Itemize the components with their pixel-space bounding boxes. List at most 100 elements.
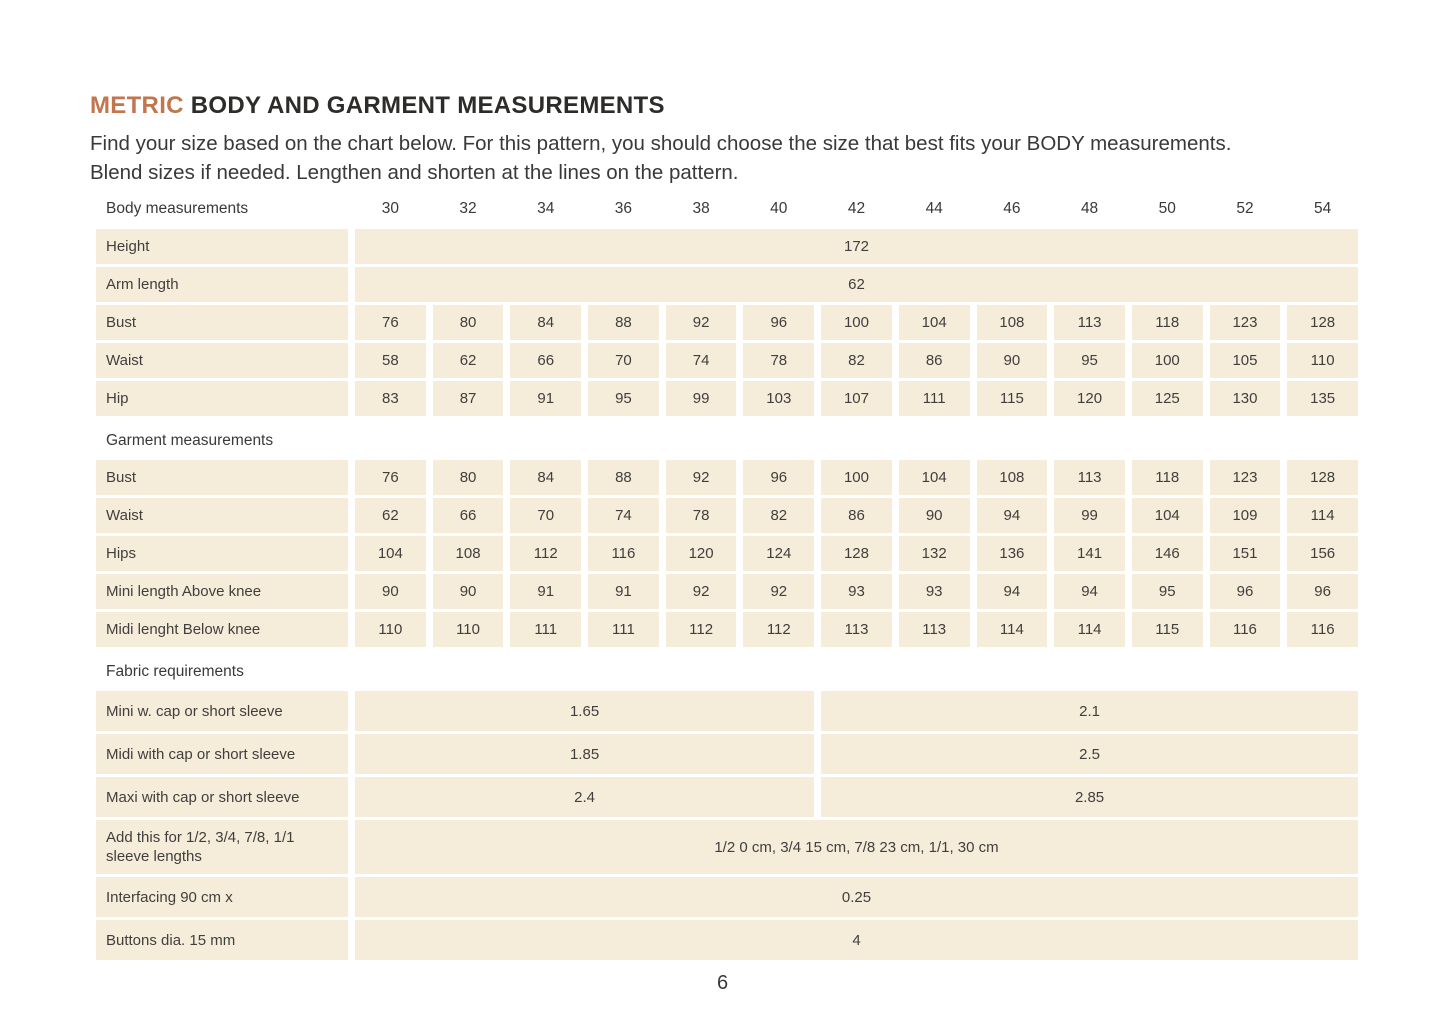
value-cell: 100 (1131, 343, 1203, 379)
value-cell: 115 (1131, 612, 1203, 648)
value-cell: 90 (976, 343, 1048, 379)
row-label: Height (96, 229, 348, 265)
value-cell: 132 (898, 536, 970, 572)
size-column-header: 46 (1003, 200, 1021, 218)
span-value-cell: 1/2 0 cm, 3/4 15 cm, 7/8 23 cm, 1/1, 30 … (355, 820, 1358, 875)
value-cell: 141 (1054, 536, 1125, 572)
row-label: Midi lenght Below knee (96, 612, 348, 648)
value-cell: 128 (1287, 305, 1358, 341)
size-column-header: 40 (770, 200, 788, 218)
value-cell: 108 (976, 305, 1048, 341)
value-cell: 76 (355, 460, 426, 496)
value-cell: 151 (1209, 536, 1281, 572)
value-cell: 120 (1054, 381, 1125, 417)
value-cell: 135 (1287, 381, 1358, 417)
value-cell: 124 (743, 536, 815, 572)
value-cell: 96 (1209, 574, 1281, 610)
split-value-cell-right: 2.1 (821, 691, 1358, 732)
value-cell: 96 (1287, 574, 1358, 610)
value-cell: 82 (743, 498, 815, 534)
value-cell: 114 (976, 612, 1048, 648)
value-cell: 99 (665, 381, 737, 417)
value-cell: 70 (510, 498, 582, 534)
value-cell: 92 (743, 574, 815, 610)
table-row: Hips 104 108 112 116 120 124 128 132 136 141 146 151… (96, 536, 1358, 572)
value-cell: 104 (898, 305, 970, 341)
value-cell: 111 (510, 612, 582, 648)
value-cell: 90 (355, 574, 426, 610)
value-cell: 128 (821, 536, 892, 572)
size-column-header: 52 (1236, 200, 1254, 218)
page-number: 6 (716, 972, 729, 994)
table-row: Waist 62 66 70 74 78 82 86 90 94 99 104 109 114 (96, 498, 1358, 534)
table-row: Buttons dia. 15 mm 4 (96, 920, 1358, 961)
value-cell: 111 (588, 612, 659, 648)
value-cell: 108 (976, 460, 1048, 496)
value-cell: 110 (355, 612, 426, 648)
value-cell: 87 (432, 381, 504, 417)
value-cell: 82 (821, 343, 892, 379)
value-cell: 92 (665, 305, 737, 341)
value-cell: 93 (898, 574, 970, 610)
row-label: Bust (96, 460, 348, 496)
table-row: Midi with cap or short sleeve 1.85 2.5 (96, 734, 1358, 775)
table-row: Height 172 (96, 229, 1358, 265)
span-value-cell: 0.25 (355, 877, 1358, 918)
table-row: Midi lenght Below knee 110 110 111 111 112 112… (96, 612, 1358, 648)
value-cell: 91 (510, 381, 582, 417)
value-cell: 116 (1287, 612, 1358, 648)
value-cell: 92 (665, 574, 737, 610)
page-title: METRIC BODY AND GARMENT MEASUREMENTS (90, 92, 1357, 120)
size-column-header: 32 (459, 200, 477, 218)
section-label: Fabric requirements (106, 663, 244, 681)
value-cell: 84 (510, 305, 582, 341)
value-cell: 100 (821, 305, 892, 341)
value-cell: 92 (665, 460, 737, 496)
table-row: Mini length Above knee 90 90 91 91 92 92 93 93 94… (96, 574, 1358, 610)
row-label: Bust (96, 305, 348, 341)
value-cell: 110 (1287, 343, 1358, 379)
value-cell: 128 (1287, 460, 1358, 496)
span-value-cell: 62 (355, 267, 1358, 303)
value-cell: 111 (898, 381, 970, 417)
size-column-header: 50 (1158, 200, 1176, 218)
size-column-header: 54 (1314, 200, 1332, 218)
row-label: Add this for 1/2, 3/4, 7/8, 1/1 sleeve l… (96, 820, 348, 875)
value-cell: 156 (1287, 536, 1358, 572)
table-row: Hip 83 87 91 95 99 103 107 111 115 120 125 130 135 (96, 381, 1358, 417)
value-cell: 120 (665, 536, 737, 572)
size-column-header: 38 (692, 200, 710, 218)
value-cell: 104 (1131, 498, 1203, 534)
value-cell: 58 (355, 343, 426, 379)
value-cell: 80 (432, 460, 504, 496)
value-cell: 118 (1131, 460, 1203, 496)
value-cell: 83 (355, 381, 426, 417)
split-value-cell-left: 1.65 (355, 691, 815, 732)
row-label: Midi with cap or short sleeve (96, 734, 348, 775)
value-cell: 130 (1209, 381, 1281, 417)
value-cell: 70 (588, 343, 659, 379)
split-value-cell-left: 2.4 (355, 777, 815, 818)
value-cell: 100 (821, 460, 892, 496)
size-column-header: 36 (614, 200, 633, 218)
value-cell: 80 (432, 305, 504, 341)
row-label: Mini w. cap or short sleeve (96, 691, 348, 732)
row-label: Waist (96, 343, 348, 379)
row-label: Hip (96, 381, 348, 417)
value-cell: 95 (588, 381, 659, 417)
value-cell: 86 (821, 498, 892, 534)
value-cell: 84 (510, 460, 582, 496)
span-value-cell: 172 (355, 229, 1358, 265)
value-cell: 94 (1054, 574, 1125, 610)
value-cell: 96 (743, 460, 815, 496)
size-column-header: 42 (847, 200, 866, 218)
value-cell: 113 (898, 612, 970, 648)
table-row: Maxi with cap or short sleeve 2.4 2.85 (96, 777, 1358, 818)
value-cell: 116 (588, 536, 659, 572)
table-header-row: Body measurements 30 32 34 36 38 40 42 44 46 48 50 5… (96, 194, 1358, 224)
table-row: Bust 76 80 84 88 92 96 100 104 108 113 118 123 128 (96, 305, 1358, 341)
size-column-header: 44 (925, 200, 943, 218)
value-cell: 107 (821, 381, 892, 417)
value-cell: 114 (1054, 612, 1125, 648)
table-row: Mini w. cap or short sleeve 1.65 2.1 (96, 691, 1358, 732)
